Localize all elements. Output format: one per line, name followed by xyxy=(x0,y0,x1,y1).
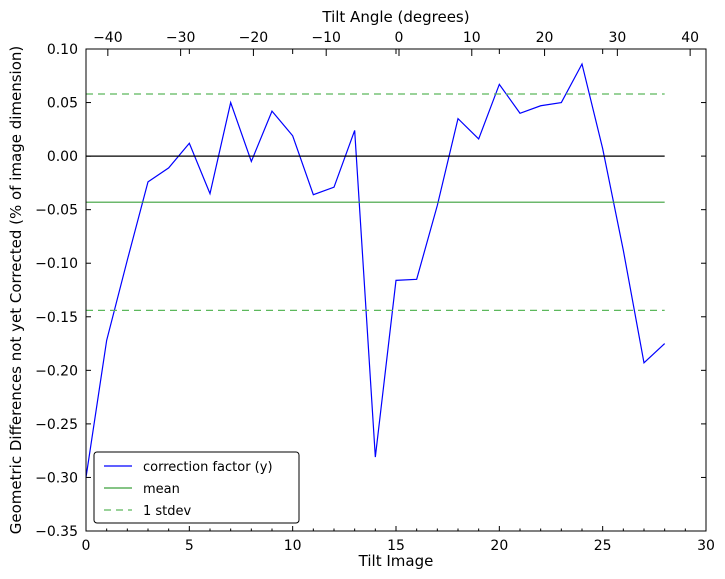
x-tick-label: 15 xyxy=(387,538,405,554)
top-tick-label: 0 xyxy=(395,30,404,46)
legend-label: correction factor (y) xyxy=(143,460,273,475)
y-tick-label: 0.05 xyxy=(47,96,78,112)
legend-items: correction factor (y) mean 1 stdev xyxy=(104,460,273,519)
y-tick-label: −0.15 xyxy=(35,310,78,326)
y-tick-label: −0.05 xyxy=(35,203,78,219)
y-tick-label: −0.20 xyxy=(35,363,78,379)
y-tick-label: −0.25 xyxy=(35,417,78,433)
legend: correction factor (y) mean 1 stdev xyxy=(93,451,300,524)
series-layer xyxy=(85,62,666,478)
series-line-0 xyxy=(85,62,666,478)
top-tick-label: −20 xyxy=(239,30,269,46)
top-tick-label: 20 xyxy=(536,30,554,46)
ticks-layer: 0 5 10 15 20 25 30 0.10 0.05 0.00 −0.05 −0.10 −0.15 −… xyxy=(35,30,715,554)
top-tick-label: 40 xyxy=(681,30,699,46)
x-tick-label: 20 xyxy=(490,538,508,554)
x-axis-title: Tilt Image xyxy=(358,552,434,570)
legend-label: 1 stdev xyxy=(143,504,192,519)
top-tick-label: −10 xyxy=(311,30,341,46)
x-tick-label: 30 xyxy=(697,538,715,554)
top-axis-title: Tilt Angle (degrees) xyxy=(321,8,469,26)
x-tick-label: 0 xyxy=(82,538,91,554)
y-tick-label: 0.00 xyxy=(47,149,78,165)
legend-label: mean xyxy=(143,482,180,497)
top-tick-label: 30 xyxy=(608,30,626,46)
y-tick-label: −0.30 xyxy=(35,470,78,486)
top-tick-label: 10 xyxy=(463,30,481,46)
top-tick-label: −40 xyxy=(93,30,123,46)
legend-box xyxy=(93,451,300,524)
y-tick-label: −0.10 xyxy=(35,256,78,272)
top-tick-label: −30 xyxy=(166,30,196,46)
y-axis-title: Geometric Differences not yet Corrected … xyxy=(7,46,25,535)
y-tick-label: −0.35 xyxy=(35,524,78,540)
y-tick-label: 0.10 xyxy=(47,42,78,58)
x-tick-label: 25 xyxy=(594,538,612,554)
x-tick-label: 10 xyxy=(284,538,302,554)
x-tick-label: 5 xyxy=(185,538,194,554)
